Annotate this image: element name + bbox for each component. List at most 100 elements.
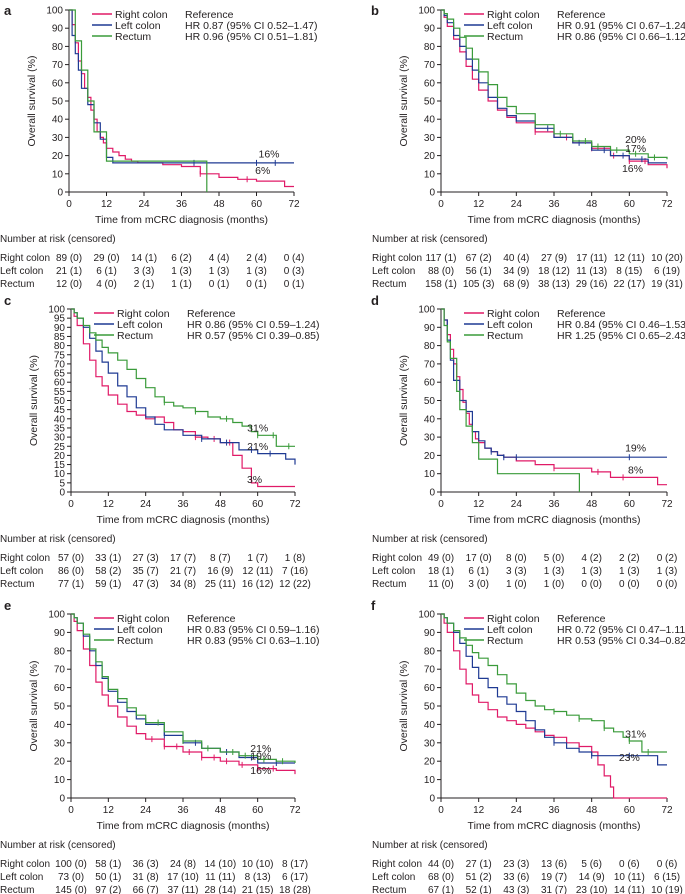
risk-cell: 49 (0) xyxy=(428,553,454,564)
risk-cell: 56 (1) xyxy=(466,266,492,277)
risk-cell: 8 (7) xyxy=(210,553,231,564)
y-tick-label: 70 xyxy=(424,359,436,370)
legend-hr: Reference xyxy=(557,613,606,625)
y-tick-label: 20 xyxy=(424,451,436,462)
risk-cell: 17 (10) xyxy=(167,872,199,883)
risk-cell: 29 (0) xyxy=(93,253,119,264)
x-tick-label: 36 xyxy=(176,199,188,210)
risk-cell: 11 (13) xyxy=(576,266,607,277)
risk-cell: 0 (4) xyxy=(284,253,305,264)
risk-cell: 77 (1) xyxy=(58,579,84,590)
risk-cell: 5 (0) xyxy=(544,553,565,564)
legend-label: Left colon xyxy=(115,20,161,32)
risk-cell: 67 (1) xyxy=(428,885,454,894)
x-tick-label: 48 xyxy=(215,499,227,510)
risk-cell: 0 (1) xyxy=(284,279,305,290)
y-tick-label: 60 xyxy=(52,78,64,89)
risk-cell: 21 (7) xyxy=(170,566,196,577)
risk-table-header: Number at risk (censored) xyxy=(372,534,488,545)
risk-cell: 6 (2) xyxy=(171,253,192,264)
y-tick-label: 90 xyxy=(54,628,66,639)
risk-row-label: Right colon xyxy=(0,253,50,264)
risk-cell: 73 (0) xyxy=(58,872,84,883)
x-tick-label: 36 xyxy=(177,805,189,816)
risk-cell: 27 (9) xyxy=(541,253,567,264)
risk-row-label: Left colon xyxy=(372,266,415,277)
risk-cell: 0 (2) xyxy=(657,553,678,564)
x-tick-label: 0 xyxy=(68,499,74,510)
risk-cell: 12 (22) xyxy=(279,579,311,590)
risk-cell: 0 (6) xyxy=(619,859,640,870)
risk-cell: 2 (4) xyxy=(246,253,267,264)
survival-annotation: 6% xyxy=(255,165,270,177)
y-tick-label: 40 xyxy=(52,115,64,126)
legend-label: Left colon xyxy=(117,319,163,331)
legend-label: Right colon xyxy=(117,308,170,320)
risk-cell: 0 (0) xyxy=(581,579,602,590)
risk-cell: 22 (17) xyxy=(613,279,645,290)
risk-table-header: Number at risk (censored) xyxy=(0,840,116,851)
x-tick-label: 0 xyxy=(66,199,72,210)
y-tick-label: 10 xyxy=(54,775,66,786)
legend-hr: Reference xyxy=(557,9,606,21)
risk-cell: 4 (2) xyxy=(581,553,602,564)
y-tick-label: 50 xyxy=(424,396,436,407)
y-tick-label: 10 xyxy=(424,775,436,786)
risk-row-label: Rectum xyxy=(372,885,406,894)
risk-cell: 14 (1) xyxy=(131,253,157,264)
legend-hr: Reference xyxy=(185,9,234,21)
panel-b: b 0 10 20 30 40 50 60 70 80 90 100 0 12 24 36 48 60 72 Time… xyxy=(371,3,685,290)
risk-cell: 6 (19) xyxy=(654,266,680,277)
risk-cell: 1 (3) xyxy=(246,266,267,277)
y-tick-label: 80 xyxy=(424,42,436,53)
y-tick-label: 45 xyxy=(54,405,66,416)
y-tick-label: 80 xyxy=(52,42,64,53)
risk-cell: 16 (9) xyxy=(207,566,233,577)
risk-row-label: Rectum xyxy=(0,279,34,290)
x-tick-label: 24 xyxy=(511,199,523,210)
y-tick-label: 50 xyxy=(54,702,66,713)
risk-cell: 8 (0) xyxy=(506,553,527,564)
x-axis-title: Time from mCRC diagnosis (months) xyxy=(95,214,268,226)
risk-row-label: Right colon xyxy=(0,553,50,564)
panel-letter: a xyxy=(4,3,12,18)
y-tick-label: 50 xyxy=(424,702,436,713)
x-tick-label: 72 xyxy=(288,199,300,210)
risk-cell: 43 (3) xyxy=(503,885,529,894)
risk-cell: 4 (4) xyxy=(209,253,230,264)
risk-cell: 1 (8) xyxy=(285,553,306,564)
risk-row-label: Rectum xyxy=(0,579,34,590)
risk-cell: 6 (15) xyxy=(654,872,680,883)
x-tick-label: 24 xyxy=(511,499,523,510)
km-curve-rectum xyxy=(441,613,667,753)
x-tick-label: 60 xyxy=(624,805,636,816)
x-tick-label: 72 xyxy=(289,499,301,510)
y-tick-label: 100 xyxy=(418,6,435,17)
risk-cell: 10 (10) xyxy=(242,859,274,870)
x-axis-title: Time from mCRC diagnosis (months) xyxy=(468,820,641,832)
risk-cell: 27 (3) xyxy=(133,553,159,564)
risk-cell: 2 (1) xyxy=(134,279,155,290)
risk-cell: 97 (2) xyxy=(95,885,121,894)
risk-cell: 33 (6) xyxy=(503,872,529,883)
risk-cell: 34 (9) xyxy=(503,266,529,277)
y-tick-label: 40 xyxy=(54,414,66,425)
risk-row-label: Right colon xyxy=(0,859,50,870)
y-tick-label: 100 xyxy=(48,610,65,621)
x-tick-label: 24 xyxy=(140,499,152,510)
x-tick-label: 0 xyxy=(438,805,444,816)
y-tick-label: 90 xyxy=(54,323,66,334)
y-tick-label: 50 xyxy=(424,97,436,108)
x-tick-label: 12 xyxy=(103,805,115,816)
y-tick-label: 30 xyxy=(52,133,64,144)
y-tick-label: 10 xyxy=(54,469,66,480)
y-axis-title: Overall survival (%) xyxy=(398,660,410,751)
legend-hr: Reference xyxy=(557,308,606,320)
risk-cell: 8 (13) xyxy=(245,872,271,883)
x-tick-label: 0 xyxy=(438,199,444,210)
risk-cell: 1 (3) xyxy=(171,266,192,277)
y-tick-label: 20 xyxy=(52,151,64,162)
risk-cell: 19 (31) xyxy=(651,279,683,290)
risk-cell: 36 (3) xyxy=(133,859,159,870)
x-tick-label: 60 xyxy=(624,499,636,510)
